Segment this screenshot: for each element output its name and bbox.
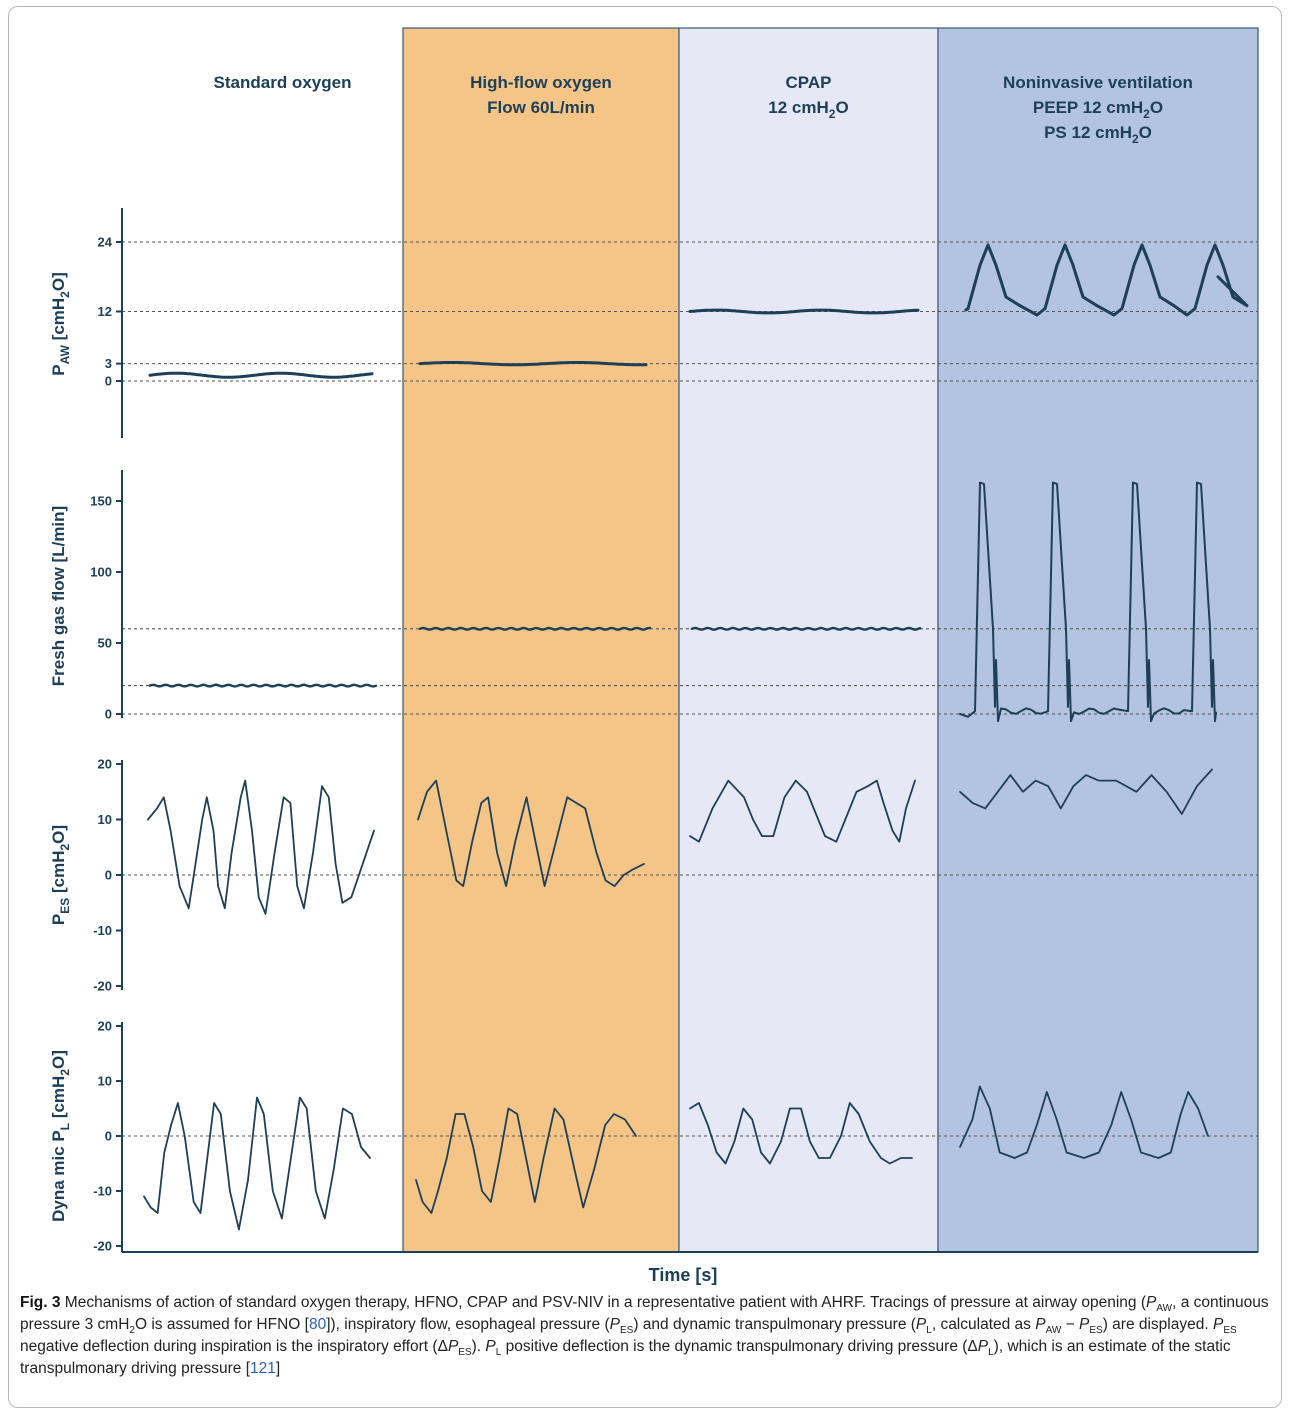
trace-flow-standard bbox=[148, 683, 378, 688]
y-tick-label-pes: -10 bbox=[93, 923, 112, 938]
trace-pes-cpap bbox=[689, 779, 916, 843]
trace-pes-hfno bbox=[417, 779, 645, 887]
y-tick-label-flow: 50 bbox=[98, 636, 112, 651]
trace-pl-standard bbox=[143, 1096, 371, 1231]
trace-paw-hfno bbox=[418, 361, 648, 367]
trace-flow-cpap bbox=[690, 626, 922, 631]
trace-flow-niv bbox=[959, 481, 1217, 723]
y-tick-label-pl: 0 bbox=[105, 1129, 112, 1144]
column-title-standard-0: Standard oxygen bbox=[214, 73, 352, 92]
trace-pl-cpap bbox=[689, 1102, 913, 1165]
figure-frame bbox=[8, 6, 1282, 1408]
caption-label: Fig. 3 bbox=[20, 1294, 61, 1311]
y-axis-label-pl: Dyna mic PL [cmH2O] bbox=[49, 1050, 72, 1222]
column-bg-niv bbox=[937, 27, 1259, 1253]
trace-paw-niv bbox=[964, 243, 1249, 317]
trace-pl-niv bbox=[959, 1085, 1209, 1159]
y-tick-label-paw: 12 bbox=[98, 304, 112, 319]
y-tick-label-paw: 24 bbox=[98, 235, 113, 250]
column-title-niv-2: PS 12 cmH2O bbox=[1044, 123, 1152, 146]
column-title-cpap-0: CPAP bbox=[786, 73, 832, 92]
column-title-hfno-0: High-flow oxygen bbox=[470, 73, 612, 92]
column-backgrounds bbox=[402, 27, 1259, 1253]
traces bbox=[143, 243, 1249, 1231]
y-tick-label-paw: 3 bbox=[105, 356, 112, 371]
trace-pes-niv bbox=[959, 768, 1213, 815]
y-tick-label-pl: 10 bbox=[98, 1074, 112, 1089]
column-titles: Standard oxygen High-flow oxygen Flow 60L/… bbox=[214, 73, 1193, 146]
trace-pes-standard bbox=[147, 779, 375, 915]
y-tick-label-pl: -20 bbox=[93, 1239, 112, 1254]
caption-text: Mechanisms of action of standard oxygen … bbox=[20, 1294, 1269, 1377]
y-tick-label-paw: 0 bbox=[105, 374, 112, 389]
trace-paw-cpap bbox=[688, 308, 920, 315]
y-axis-label-pes: PES [cmH2O] bbox=[49, 825, 72, 925]
y-tick-label-flow: 0 bbox=[105, 707, 112, 722]
trace-flow-hfno bbox=[418, 626, 652, 631]
y-tick-label-flow: 150 bbox=[90, 494, 112, 509]
column-bg-hfno bbox=[402, 27, 680, 1253]
column-title-cpap-1: 12 cmH2O bbox=[768, 98, 848, 121]
y-tick-label-pes: 20 bbox=[98, 757, 112, 772]
column-title-niv-0: Noninvasive ventilation bbox=[1003, 73, 1193, 92]
y-tick-label-pes: 0 bbox=[105, 868, 112, 883]
trace-paw-standard bbox=[148, 371, 374, 379]
column-bg-cpap bbox=[678, 27, 939, 1253]
column-title-hfno-1: Flow 60L/min bbox=[487, 98, 595, 117]
column-title-niv-1: PEEP 12 cmH2O bbox=[1033, 98, 1163, 121]
y-tick-label-pes: -20 bbox=[93, 979, 112, 994]
y-tick-label-pl: 20 bbox=[98, 1019, 112, 1034]
y-axis-label-flow: Fresh gas flow [L/min] bbox=[49, 506, 68, 686]
y-tick-label-pes: 10 bbox=[98, 812, 112, 827]
x-axis-label: Time [s] bbox=[649, 1265, 718, 1285]
y-axis-label-paw: PAW [cmH2O] bbox=[49, 272, 72, 376]
y-tick-label-flow: 100 bbox=[90, 565, 112, 580]
y-tick-label-pl: -10 bbox=[93, 1184, 112, 1199]
figure-caption: Fig. 3 Mechanisms of action of standard … bbox=[20, 1292, 1272, 1380]
trace-pl-hfno bbox=[415, 1107, 637, 1214]
